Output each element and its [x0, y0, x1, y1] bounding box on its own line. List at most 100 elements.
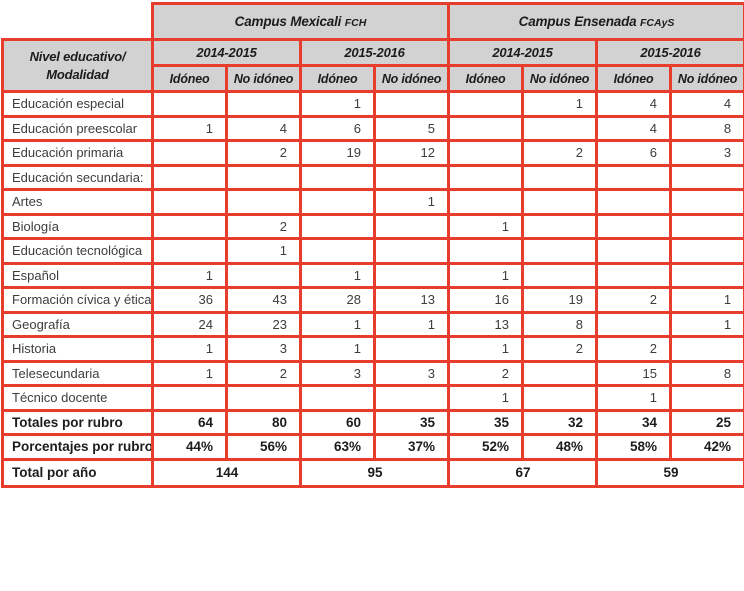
value-cell [372, 384, 451, 412]
value-cell: 8 [669, 114, 744, 142]
table-row: Educación especial 1 1 4 4 [1, 90, 744, 118]
value-cell: 37% [372, 433, 451, 461]
table-row: Educación primaria 2 19 12 2 6 3 [1, 139, 744, 167]
value-cell [521, 261, 599, 289]
subheader-no-idoneo: No idóneo [372, 64, 451, 93]
value-cell: 6 [299, 114, 376, 142]
value-cell [669, 237, 744, 265]
value-cell: 1 [669, 310, 744, 338]
value-cell: 1 [299, 335, 376, 363]
table-row: Telesecundaria 1 2 3 3 2 15 8 [1, 359, 744, 387]
campus-acronym: FCAyS [640, 17, 675, 29]
value-cell: 1 [372, 310, 451, 338]
campus-name: Campus Ensenada [518, 14, 637, 29]
value-cell [521, 163, 599, 191]
value-cell [299, 237, 376, 265]
value-cell: 1 [447, 384, 525, 412]
value-cell: 58% [595, 433, 673, 461]
value-cell [151, 90, 228, 118]
value-cell: 64 [151, 408, 228, 436]
teacher-suitability-table: Campus Mexicali FCH Campus Ensenada FCAy… [1, 2, 744, 488]
year-total-cell: 59 [595, 457, 744, 488]
value-cell [595, 310, 673, 338]
year-header-ensenada-2015-2016: 2015-2016 [595, 38, 744, 67]
value-cell: 63% [299, 433, 376, 461]
value-cell [669, 163, 744, 191]
row-label: Educación especial [1, 90, 154, 118]
value-cell: 48% [521, 433, 599, 461]
value-cell [372, 237, 451, 265]
year-total-cell: 144 [151, 457, 302, 488]
table-row: Biología 2 1 [1, 212, 744, 240]
table-row: Artes 1 [1, 188, 744, 216]
subheader-idoneo: Idóneo [447, 64, 525, 93]
table-row: Técnico docente 1 1 [1, 384, 744, 412]
value-cell: 60 [299, 408, 376, 436]
subheader-idoneo: Idóneo [595, 64, 673, 93]
value-cell: 3 [299, 359, 376, 387]
value-cell: 34 [595, 408, 673, 436]
value-cell [595, 212, 673, 240]
row-label: Educación secundaria: [1, 163, 154, 191]
subheader-idoneo: Idóneo [299, 64, 376, 93]
campus-name: Campus Mexicali [234, 14, 342, 29]
value-cell: 8 [669, 359, 744, 387]
value-cell: 4 [595, 90, 673, 118]
value-cell: 19 [521, 286, 599, 314]
value-cell: 12 [372, 139, 451, 167]
subheader-no-idoneo: No idóneo [521, 64, 599, 93]
value-cell: 13 [447, 310, 525, 338]
value-cell [299, 212, 376, 240]
value-cell: 2 [595, 335, 673, 363]
value-cell: 25 [669, 408, 744, 436]
value-cell: 44% [151, 433, 228, 461]
value-cell: 35 [447, 408, 525, 436]
value-cell: 1 [595, 384, 673, 412]
value-cell: 6 [595, 139, 673, 167]
value-cell [521, 237, 599, 265]
value-cell: 28 [299, 286, 376, 314]
year-header-ensenada-2014-2015: 2014-2015 [447, 38, 599, 67]
value-cell: 8 [521, 310, 599, 338]
value-cell: 1 [151, 114, 228, 142]
value-cell: 2 [447, 359, 525, 387]
value-cell: 3 [372, 359, 451, 387]
table-body: Educación especial 1 1 4 4 Educación preescol… [1, 90, 744, 488]
value-cell: 1 [372, 188, 451, 216]
value-cell [372, 163, 451, 191]
value-cell [521, 212, 599, 240]
table-row: Historia 1 3 1 1 2 2 [1, 335, 744, 363]
value-cell [151, 237, 228, 265]
campus-header-ensenada: Campus Ensenada FCAyS [447, 2, 744, 41]
row-label: Totales por rubro [1, 408, 154, 436]
value-cell [521, 359, 599, 387]
row-label-header: Nivel educativo/ Modalidad [1, 38, 154, 93]
corner-spacer [2, 3, 153, 40]
value-cell: 1 [447, 212, 525, 240]
value-cell: 56% [225, 433, 302, 461]
value-cell [669, 261, 744, 289]
value-cell [447, 237, 525, 265]
value-cell: 1 [151, 335, 228, 363]
value-cell: 42% [669, 433, 744, 461]
value-cell: 15 [595, 359, 673, 387]
value-cell: 1 [151, 261, 228, 289]
row-label: Educación preescolar [1, 114, 154, 142]
year-total-cell: 67 [447, 457, 599, 488]
value-cell: 2 [521, 335, 599, 363]
row-label: Historia [1, 335, 154, 363]
value-cell: 1 [299, 90, 376, 118]
value-cell [372, 90, 451, 118]
value-cell [447, 139, 525, 167]
value-cell [225, 261, 302, 289]
value-cell: 1 [669, 286, 744, 314]
table-row: Educación preescolar 1 4 6 5 4 8 [1, 114, 744, 142]
value-cell [447, 90, 525, 118]
year-header-mexicali-2014-2015: 2014-2015 [151, 38, 302, 67]
value-cell [151, 139, 228, 167]
row-label: Porcentajes por rubro [1, 433, 154, 461]
value-cell [447, 188, 525, 216]
value-cell [225, 163, 302, 191]
value-cell: 2 [225, 139, 302, 167]
year-total-cell: 95 [298, 457, 451, 488]
